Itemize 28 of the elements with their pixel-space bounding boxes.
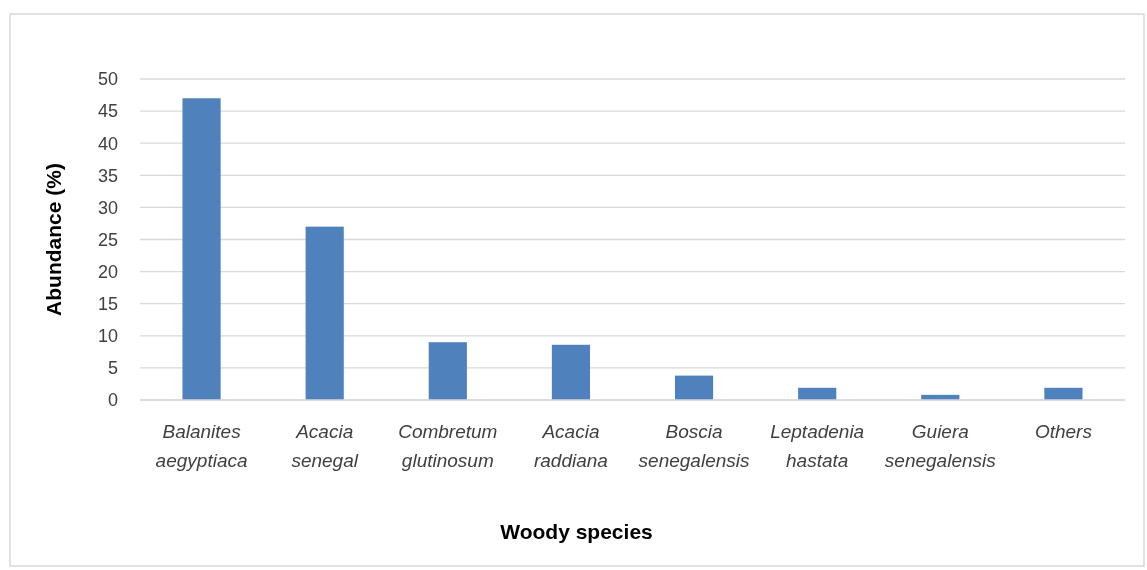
bar (1044, 387, 1083, 400)
y-tick-label: 25 (97, 229, 118, 250)
x-tick-label: Acacia senegal (291, 421, 359, 471)
bar (798, 387, 837, 400)
y-tick-label: 10 (97, 326, 118, 347)
x-axis-title: Woody species (500, 520, 653, 543)
x-tick-label: Balanites aegyptiaca (155, 421, 248, 471)
y-tick-label: 50 (97, 69, 118, 90)
bar (182, 98, 221, 400)
x-tick-label: Combretum glutinosum (398, 421, 498, 471)
x-tick-label: Leptadenia hastata (770, 421, 865, 471)
x-tick-label: Guiera senegalensis (884, 421, 997, 471)
y-tick-label: 15 (97, 294, 118, 314)
bar (428, 342, 467, 400)
y-tick-label: 0 (107, 390, 118, 411)
y-tick-label: 30 (97, 197, 118, 218)
x-tick-label: Others (1034, 421, 1093, 442)
y-tick-label: 20 (97, 261, 118, 282)
y-tick-label: 35 (97, 165, 118, 186)
y-axis-title: Abundance (%) (42, 163, 66, 316)
y-tick-label: 5 (107, 358, 118, 379)
bar (674, 375, 714, 400)
y-tick-label: 45 (97, 101, 118, 122)
bar (305, 226, 344, 400)
bar (551, 344, 591, 400)
x-tick-label: Acacia raddiana (533, 421, 608, 471)
x-tick-label: Boscia senegalensis (638, 421, 751, 471)
y-tick-label: 40 (97, 133, 118, 154)
